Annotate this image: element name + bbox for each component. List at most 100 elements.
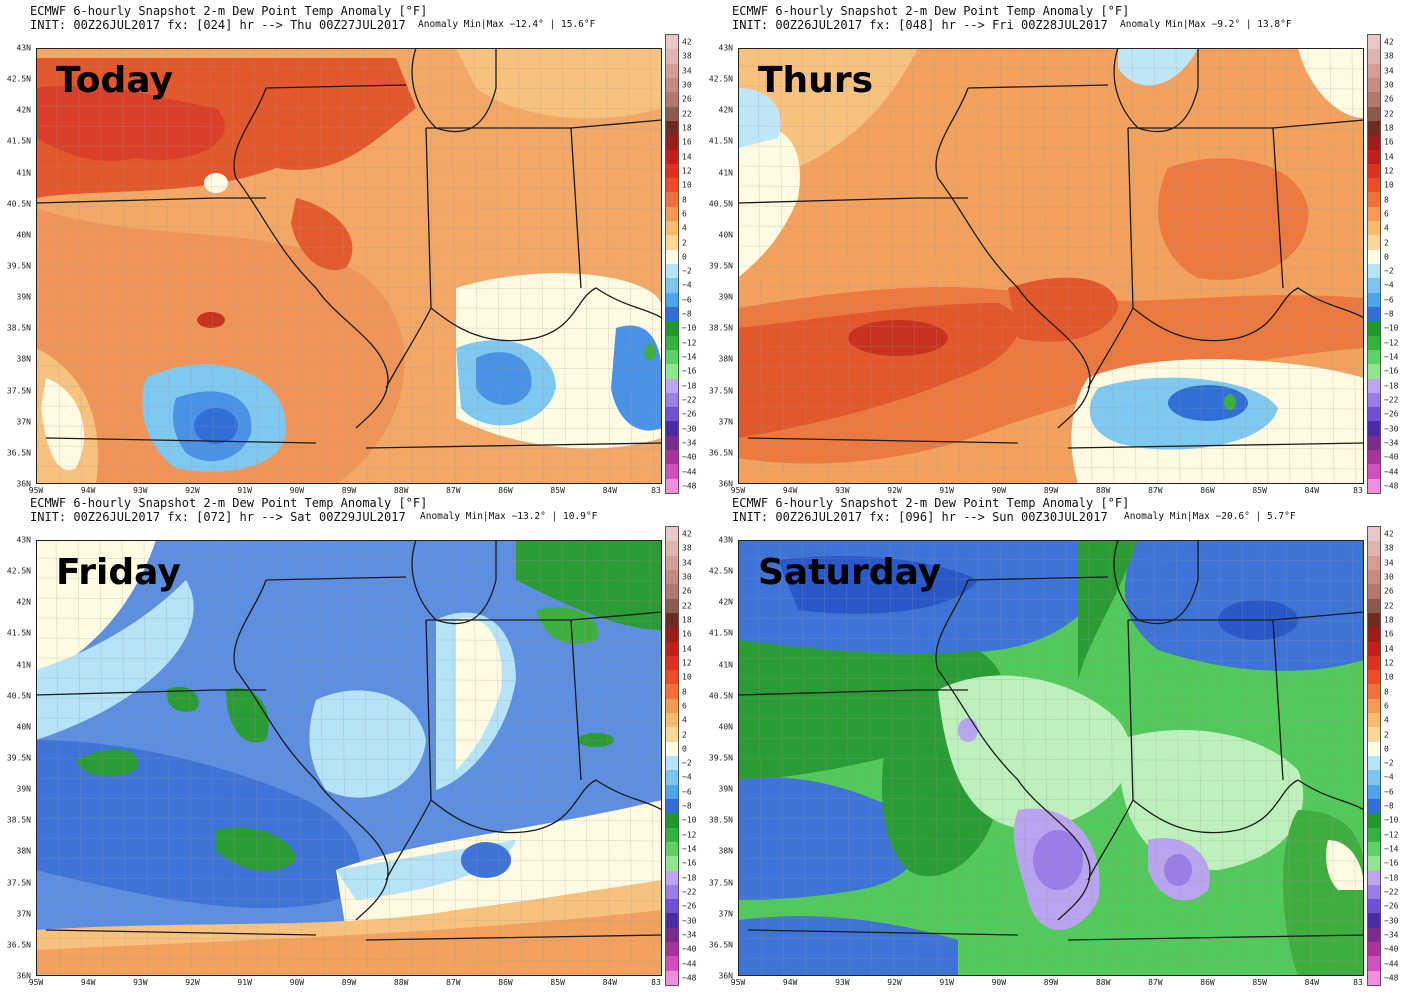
colorbar [1367,526,1381,986]
anomaly-contour [1168,385,1248,421]
colorbar-swatch [666,569,678,585]
colorbar-label: 14 [1384,644,1394,654]
latitude-axis: 43N 42.5N 42N 41.5N 41N 40.5N 40N 39.5N 39N 38.5N… [702,44,736,489]
latitude-tick: 41N [16,168,31,178]
panel-p1: ECMWF 6-hourly Snapshot 2-m Dew Point Te… [702,0,1412,501]
panel-p2: ECMWF 6-hourly Snapshot 2-m Dew Point Te… [0,492,710,993]
colorbar-label: −10 [1384,815,1399,825]
anomaly-contour [1164,854,1192,886]
anomaly-contour [1224,394,1236,410]
state-boundary [385,127,432,389]
colorbar-label: 30 [1384,572,1394,582]
colorbar-label: 22 [1384,109,1394,119]
anomaly-contour [1158,158,1309,280]
latitude-tick: 38.5N [708,815,733,825]
colorbar-swatch [1368,841,1380,857]
colorbar-swatch [666,135,678,150]
colorbar-label: −8 [1384,801,1394,811]
colorbar-label: −30 [1384,916,1399,926]
anomaly-contour [476,352,532,405]
colorbar-label: 30 [682,80,692,90]
colorbar-swatch [666,798,678,814]
colorbar-swatch [666,407,678,422]
colorbar-swatch [1368,292,1380,307]
latitude-tick: 37N [718,909,733,919]
colorbar-swatch [1368,106,1380,121]
colorbar-swatch [1368,392,1380,408]
colorbar-label: 38 [682,543,692,553]
anomaly-contour [738,88,781,148]
colorbar [665,34,679,494]
colorbar-label: 14 [682,152,692,162]
colorbar-label: −12 [1384,338,1399,348]
longitude-tick: 92W [185,978,200,987]
colorbar-label: −4 [682,772,692,782]
longitude-tick: 90W [289,978,305,987]
panel-header: ECMWF 6-hourly Snapshot 2-m Dew Point Te… [30,4,595,32]
colorbar-label: −34 [682,438,697,448]
colorbar-swatch [666,63,678,78]
latitude-tick: 37N [718,417,733,427]
longitude-tick: 84W [1304,978,1320,987]
header-title: ECMWF 6-hourly Snapshot 2-m Dew Point Te… [732,4,1130,18]
latitude-tick: 39.5N [6,753,31,763]
colorbar-swatch [1368,856,1380,871]
anomaly-contour [1326,840,1364,890]
latitude-tick: 39.5N [6,261,31,271]
colorbar-label: −6 [1384,295,1394,305]
longitude-tick: 92W [887,978,902,987]
colorbar-swatch [666,827,678,842]
anomaly-contour [456,48,662,119]
colorbar-label: −8 [682,309,692,319]
colorbar-swatch [666,913,678,928]
colorbar-swatch [666,321,678,336]
panel-p3: ECMWF 6-hourly Snapshot 2-m Dew Point Te… [702,492,1412,993]
colorbar-label: 18 [1384,615,1394,625]
anomaly-contour [291,198,353,270]
latitude-tick: 39N [718,784,733,794]
latitude-tick: 40N [718,230,733,240]
colorbar-swatch [1368,612,1380,628]
colorbar-swatch [1368,727,1380,742]
anomaly-map [36,540,662,976]
latitude-tick: 37N [16,909,31,919]
colorbar-label: −40 [682,944,697,954]
colorbar-label: −30 [682,916,697,926]
colorbar-label: 10 [682,672,692,682]
colorbar-swatch [666,392,678,408]
county-lines [36,540,662,976]
colorbar-swatch [666,192,678,207]
longitude-tick: 88W [1095,486,1111,495]
colorbar-swatch [1368,698,1380,714]
colorbar-label: −12 [682,830,697,840]
colorbar-label: 0 [682,744,687,754]
colorbar-swatch [666,970,678,985]
state-boundary [1128,119,1364,129]
anomaly-map [738,540,1364,976]
longitude-axis: 95W 94W 93W 92W 91W 90W 89W 88W 87W 86W 85W 84W 83 [731,486,1364,498]
colorbar-label: −26 [1384,901,1399,911]
anomaly-minmax: Anomaly Min|Max −20.6° | 5.7°F [1124,511,1296,522]
colorbar-swatch [666,670,678,685]
colorbar-swatch [1368,655,1380,671]
colorbar-swatch [1368,884,1380,900]
colorbar-label: −6 [1384,787,1394,797]
anomaly-contour [197,312,225,328]
anomaly-minmax: Anomaly Min|Max −12.4° | 15.6°F [418,19,596,30]
state-boundary [967,84,1109,89]
colorbar-swatch [1368,784,1380,799]
latitude-axis: 43N 42.5N 42N 41.5N 41N 40.5N 40N 39.5N 39N 38.5N… [702,536,736,981]
latitude-tick: 36.5N [708,448,733,458]
colorbar-swatch [1368,970,1380,985]
colorbar-label: −6 [682,295,692,305]
colorbar-label: 16 [1384,629,1394,639]
longitude-tick: 84W [602,486,618,495]
colorbar-label: 8 [1384,687,1389,697]
latitude-tick: 42.5N [6,566,31,576]
anomaly-contour [461,842,511,878]
colorbar-swatch [1368,598,1380,613]
colorbar-swatch [1368,35,1380,50]
colorbar-swatch [1368,713,1380,728]
longitude-tick: 86W [1200,486,1215,495]
header-init: INIT: 00Z26JUL2017 fx: [048] hr --> Fri … [732,18,1108,32]
